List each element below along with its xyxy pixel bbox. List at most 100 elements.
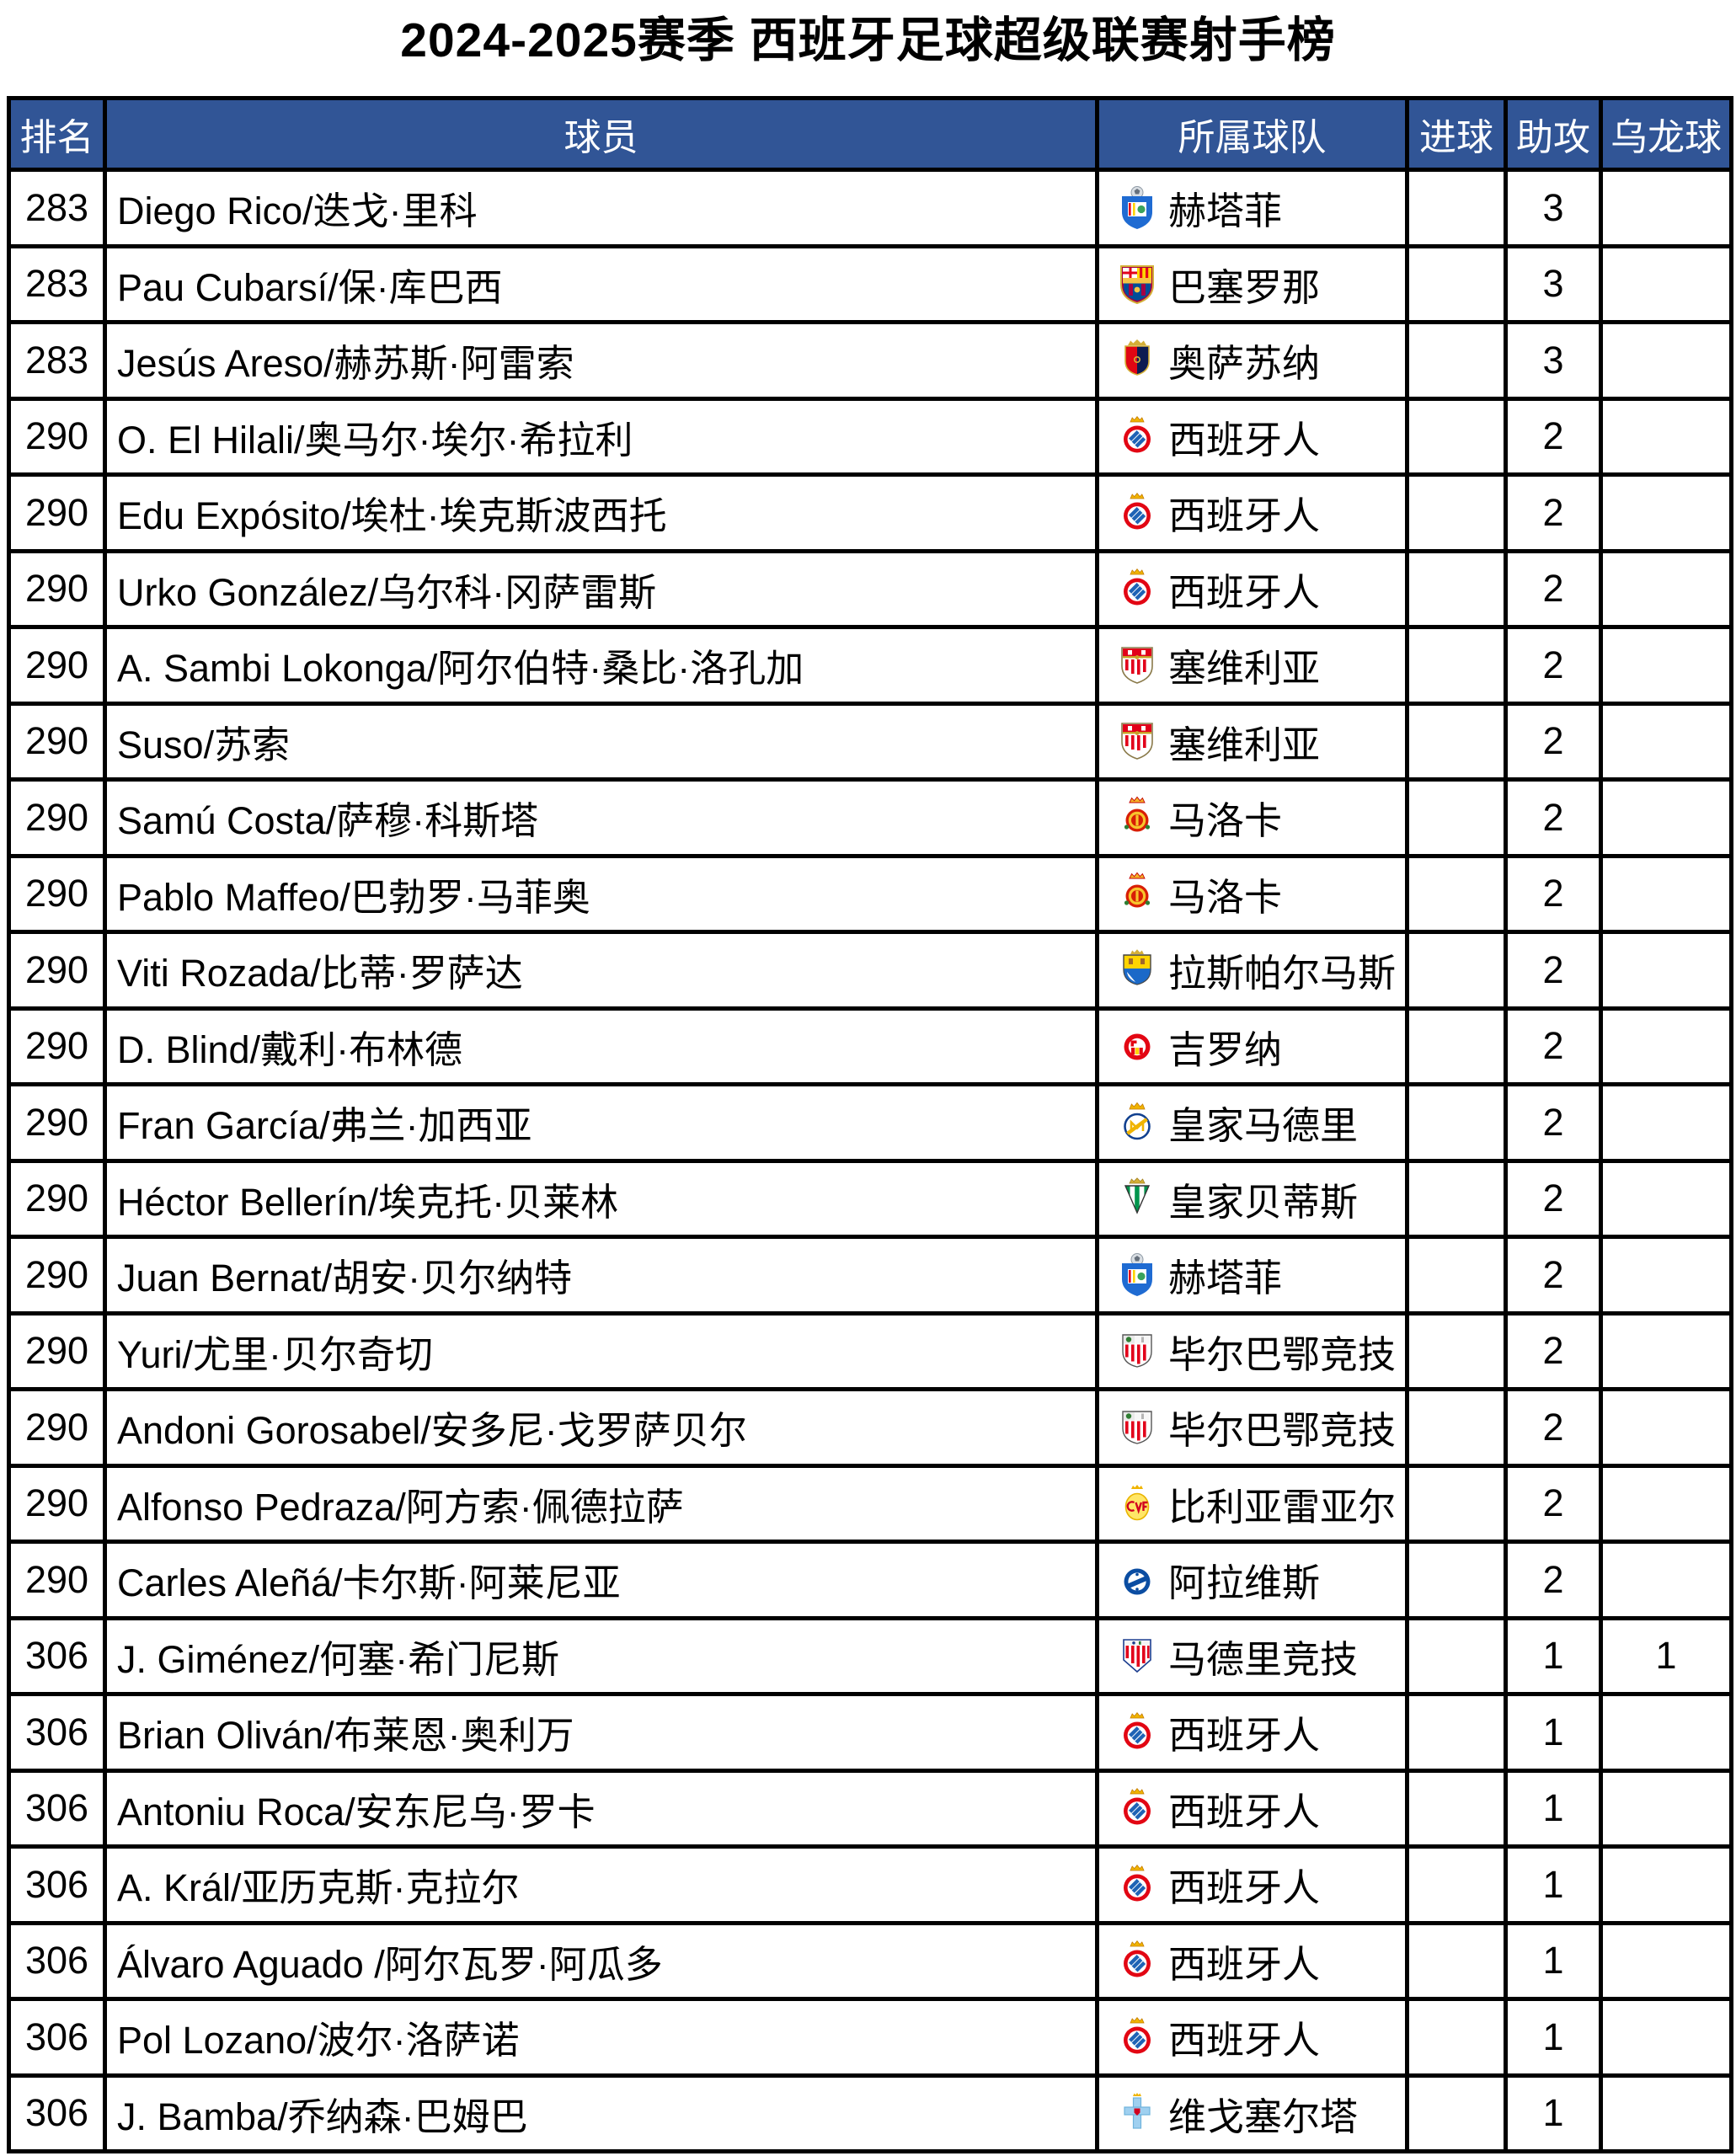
column-header-own_goals: 乌龙球 (1599, 96, 1733, 172)
assists-cell: 2 (1504, 777, 1603, 858)
own-goals-cell (1599, 1463, 1733, 1544)
rank-cell: 290 (7, 1006, 107, 1086)
table-row: 290 Edu Expósito/埃杜·埃克斯波西托 西班牙人 2 (7, 472, 1733, 553)
team-name: 西班牙人 (1168, 1790, 1321, 1833)
atletico-logo (1116, 1633, 1158, 1678)
sevilla-logo (1116, 643, 1158, 688)
las-palmas-logo (1116, 947, 1158, 993)
team-cell: 赫塔菲 (1095, 168, 1409, 248)
team-name: 比利亚雷亚尔 (1168, 1485, 1397, 1529)
assists-cell: 2 (1504, 1387, 1603, 1468)
table-row: 290 Viti Rozada/比蒂·罗萨达 拉斯帕尔马斯 2 (7, 930, 1733, 1011)
rank-cell: 283 (7, 320, 107, 401)
team-name: 塞维利亚 (1168, 723, 1321, 766)
own-goals-cell (1599, 1997, 1733, 2078)
player-cell: Urko González/乌尔科·冈萨雷斯 (103, 548, 1099, 629)
own-goals-cell (1599, 1768, 1733, 1849)
column-header-team: 所属球队 (1095, 96, 1409, 172)
player-cell: Yuri/尤里·贝尔奇切 (103, 1310, 1099, 1391)
goals-cell (1405, 1920, 1508, 2001)
getafe-logo (1116, 185, 1158, 231)
team-name: 毕尔巴鄂竞技 (1168, 1409, 1397, 1453)
own-goals-cell: 1 (1599, 1615, 1733, 1696)
rank-cell: 306 (7, 2073, 107, 2153)
table-row: 290 Pablo Maffeo/巴勃罗·马菲奥 马洛卡 2 (7, 853, 1733, 934)
own-goals-cell (1599, 1158, 1733, 1239)
goals-cell (1405, 1540, 1508, 1620)
page-title: 2024-2025赛季 西班牙足球超级联赛射手榜 (400, 13, 1336, 67)
rank-cell: 306 (7, 1997, 107, 2078)
assists-cell: 1 (1504, 1920, 1603, 2001)
betis-logo (1116, 1176, 1158, 1221)
table-row: 290 Samú Costa/萨穆·科斯塔 马洛卡 2 (7, 777, 1733, 858)
assists-cell: 2 (1504, 1463, 1603, 1544)
team-name: 巴塞罗那 (1168, 265, 1321, 309)
team-name: 西班牙人 (1168, 1714, 1321, 1758)
team-cell: 西班牙人 (1095, 1920, 1409, 2001)
own-goals-cell (1599, 396, 1733, 477)
team-name: 维戈塞尔塔 (1168, 2095, 1359, 2138)
goals-cell (1405, 320, 1508, 401)
goals-cell (1405, 1158, 1508, 1239)
assists-cell: 1 (1504, 1615, 1603, 1696)
own-goals-cell (1599, 701, 1733, 782)
rank-cell: 290 (7, 1235, 107, 1315)
table-row: 290 Yuri/尤里·贝尔奇切 毕尔巴鄂竞技 2 (7, 1310, 1733, 1391)
team-cell: 阿拉维斯 (1095, 1540, 1409, 1620)
barcelona-logo (1116, 261, 1158, 307)
team-name: 奥萨苏纳 (1168, 342, 1321, 386)
team-cell: 巴塞罗那 (1095, 243, 1409, 324)
own-goals-cell (1599, 777, 1733, 858)
goals-cell (1405, 1082, 1508, 1163)
team-name: 皇家贝蒂斯 (1168, 1180, 1359, 1224)
alaves-logo (1116, 1557, 1158, 1603)
espanyol-logo (1116, 1785, 1158, 1831)
player-cell: J. Bamba/乔纳森·巴姆巴 (103, 2073, 1099, 2153)
table-row: 306 J. Bamba/乔纳森·巴姆巴 维戈塞尔塔 1 (7, 2073, 1733, 2153)
player-cell: Carles Aleñá/卡尔斯·阿莱尼亚 (103, 1540, 1099, 1620)
team-name: 马洛卡 (1168, 875, 1283, 919)
assists-cell: 3 (1504, 320, 1603, 401)
table-row: 306 Antoniu Roca/安东尼乌·罗卡 西班牙人 1 (7, 1768, 1733, 1849)
rank-cell: 290 (7, 1158, 107, 1239)
team-cell: 西班牙人 (1095, 472, 1409, 553)
table-row: 290 O. El Hilali/奥马尔·埃尔·希拉利 西班牙人 2 (7, 396, 1733, 477)
table-row: 290 Urko González/乌尔科·冈萨雷斯 西班牙人 2 (7, 548, 1733, 629)
goals-cell (1405, 1997, 1508, 2078)
team-name: 西班牙人 (1168, 418, 1321, 462)
player-cell: J. Giménez/何塞·希门尼斯 (103, 1615, 1099, 1696)
table-row: 290 Fran García/弗兰·加西亚 皇家马德里 2 (7, 1082, 1733, 1163)
goals-cell (1405, 930, 1508, 1011)
rank-cell: 290 (7, 1310, 107, 1391)
athletic-logo (1116, 1405, 1158, 1450)
goals-cell (1405, 168, 1508, 248)
team-name: 马洛卡 (1168, 799, 1283, 843)
column-header-goals: 进球 (1405, 96, 1508, 172)
rank-cell: 290 (7, 1082, 107, 1163)
table-row: 290 Héctor Bellerín/埃克托·贝莱林 皇家贝蒂斯 2 (7, 1158, 1733, 1239)
team-name: 马德里竞技 (1168, 1637, 1359, 1681)
table-row: 306 Pol Lozano/波尔·洛萨诺 西班牙人 1 (7, 1997, 1733, 2078)
rank-cell: 306 (7, 1844, 107, 1925)
player-cell: Edu Expósito/埃杜·埃克斯波西托 (103, 472, 1099, 553)
team-cell: 西班牙人 (1095, 396, 1409, 477)
goals-cell (1405, 1768, 1508, 1849)
player-cell: Antoniu Roca/安东尼乌·罗卡 (103, 1768, 1099, 1849)
player-cell: Pau Cubarsí/保·库巴西 (103, 243, 1099, 324)
table-row: 290 Alfonso Pedraza/阿方索·佩德拉萨 比利亚雷亚尔 2 (7, 1463, 1733, 1544)
goals-cell (1405, 243, 1508, 324)
table-row: 290 Carles Aleñá/卡尔斯·阿莱尼亚 阿拉维斯 2 (7, 1540, 1733, 1620)
assists-cell: 2 (1504, 853, 1603, 934)
player-cell: Brian Oliván/布莱恩·奥利万 (103, 1692, 1099, 1773)
espanyol-logo (1116, 2015, 1158, 2060)
team-cell: 西班牙人 (1095, 1997, 1409, 2078)
rank-cell: 290 (7, 777, 107, 858)
rank-cell: 290 (7, 625, 107, 706)
player-cell: Andoni Gorosabel/安多尼·戈罗萨贝尔 (103, 1387, 1099, 1468)
player-cell: Pol Lozano/波尔·洛萨诺 (103, 1997, 1099, 2078)
assists-cell: 2 (1504, 1310, 1603, 1391)
espanyol-logo (1116, 1710, 1158, 1755)
goals-cell (1405, 853, 1508, 934)
goals-cell (1405, 548, 1508, 629)
assists-cell: 2 (1504, 1158, 1603, 1239)
